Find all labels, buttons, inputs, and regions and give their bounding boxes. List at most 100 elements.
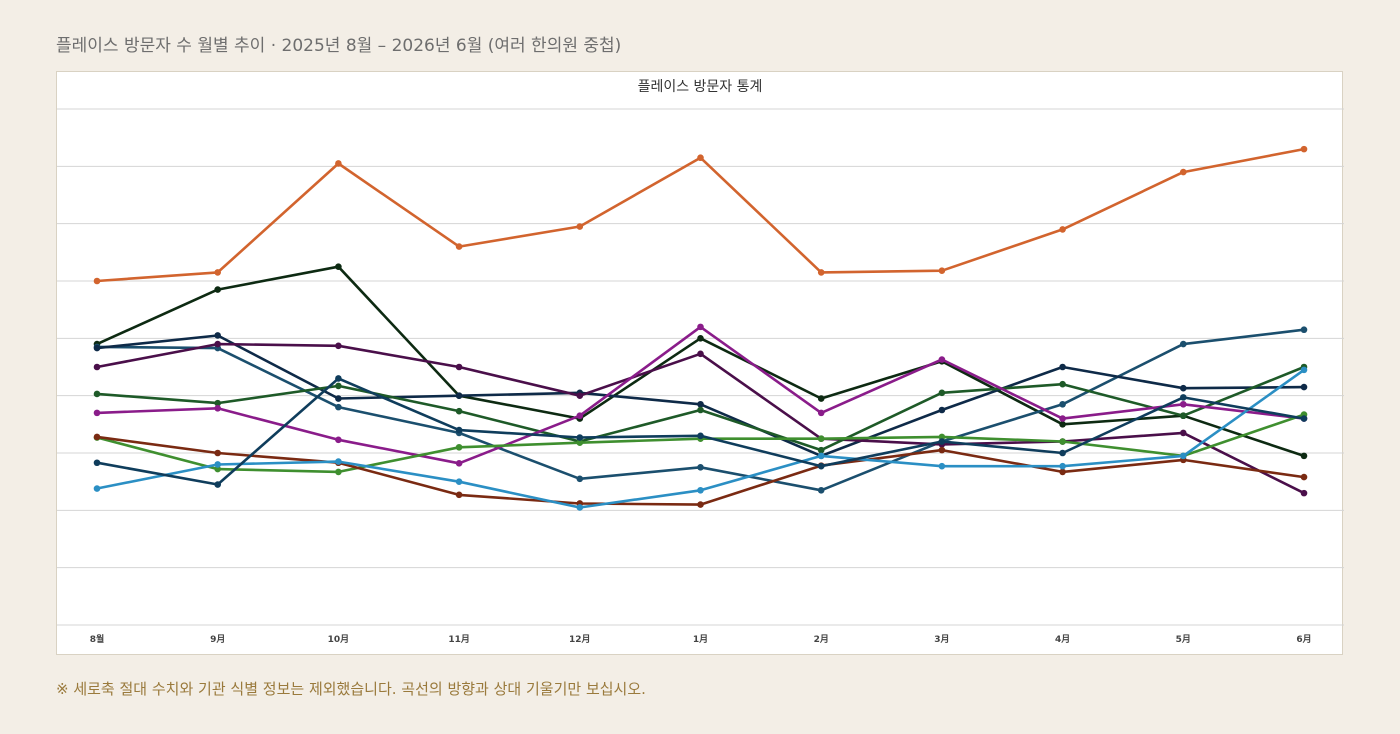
data-point — [938, 438, 946, 445]
data-point — [1059, 462, 1066, 470]
data-point — [335, 375, 342, 382]
data-point — [576, 434, 584, 441]
data-point — [1180, 394, 1187, 401]
data-point — [1180, 400, 1187, 408]
data-point — [817, 462, 825, 470]
data-point — [697, 154, 704, 162]
data-point — [335, 342, 342, 350]
data-point — [697, 486, 704, 494]
data-point — [817, 452, 825, 460]
series-line — [95, 147, 1306, 283]
data-point — [817, 409, 825, 417]
chart-panel: 플레이스 방문자 통계 8월 9月 10月 11月 12月 1月 2月 3月 4月 5月 6月 — [56, 71, 1344, 655]
series-10 — [93, 366, 1308, 511]
data-point — [455, 363, 463, 371]
data-point — [817, 395, 825, 402]
series-line — [95, 265, 1306, 458]
data-point — [455, 392, 463, 399]
data-point — [93, 277, 101, 285]
data-point — [93, 390, 101, 398]
data-point — [938, 406, 946, 414]
data-point — [576, 392, 584, 399]
data-point — [335, 395, 342, 402]
data-point — [1059, 226, 1066, 233]
data-point — [335, 458, 342, 465]
data-point — [1180, 168, 1187, 176]
data-point — [576, 439, 584, 446]
x-tick-label: 5月 — [1176, 634, 1191, 645]
data-point — [335, 382, 342, 390]
data-point — [455, 243, 463, 250]
data-point — [697, 400, 704, 408]
data-point — [1059, 380, 1066, 388]
data-point — [214, 399, 221, 407]
data-point — [214, 332, 221, 339]
data-point — [1300, 326, 1308, 334]
x-tick-label: 11月 — [448, 634, 470, 645]
data-point — [1059, 363, 1066, 371]
data-point — [455, 426, 463, 434]
chart-title: 플레이스 방문자 통계 — [638, 79, 763, 95]
data-point — [576, 475, 584, 483]
data-point — [93, 433, 101, 441]
data-point — [938, 446, 946, 454]
data-point — [1180, 340, 1187, 348]
series-9 — [93, 433, 1308, 508]
data-point — [697, 432, 704, 440]
data-point — [455, 443, 463, 451]
data-point — [214, 449, 221, 457]
data-point — [93, 344, 101, 352]
x-tick-label: 2月 — [814, 634, 829, 645]
data-point — [1059, 449, 1066, 457]
x-axis-ticks: 8월 9月 10月 11月 12月 1月 2月 3月 4月 5月 6月 — [90, 633, 1312, 645]
data-point — [335, 263, 342, 270]
data-point — [1180, 412, 1187, 420]
data-point — [1059, 421, 1066, 428]
data-point — [817, 435, 825, 442]
data-point — [455, 491, 463, 499]
data-point — [1059, 400, 1066, 408]
series-lines — [93, 145, 1308, 511]
data-point — [455, 460, 463, 467]
data-point — [335, 403, 342, 411]
data-point — [93, 409, 101, 417]
series-2 — [93, 263, 1308, 460]
data-point — [817, 486, 825, 494]
x-tick-label: 9月 — [210, 634, 225, 645]
data-point — [93, 485, 101, 492]
x-tick-label: 8월 — [90, 633, 105, 645]
footnote: ※ 세로축 절대 수치와 기관 식별 정보는 제외했습니다. 곡선의 방향과 상… — [56, 680, 646, 698]
x-tick-label: 3月 — [934, 634, 949, 645]
x-tick-label: 4月 — [1055, 634, 1070, 645]
data-point — [1180, 429, 1187, 437]
data-point — [335, 160, 342, 167]
data-point — [214, 465, 221, 473]
data-point — [214, 340, 221, 348]
data-point — [455, 478, 463, 485]
data-point — [214, 481, 221, 488]
data-point — [1180, 384, 1187, 392]
data-point — [938, 462, 946, 470]
data-point — [1300, 415, 1308, 422]
x-tick-label: 10月 — [328, 634, 350, 645]
data-point — [1300, 473, 1308, 481]
data-point — [1300, 452, 1308, 460]
data-point — [938, 356, 946, 363]
data-point — [214, 269, 221, 276]
data-point — [335, 468, 342, 476]
data-point — [335, 436, 342, 444]
data-point — [1059, 415, 1066, 422]
data-point — [1300, 383, 1308, 391]
data-point — [1300, 145, 1308, 153]
data-point — [576, 412, 584, 420]
data-point — [93, 459, 101, 467]
series-11 — [93, 375, 1308, 488]
data-point — [576, 223, 584, 230]
data-point — [214, 404, 221, 412]
data-point — [1300, 489, 1308, 497]
page-title: 플레이스 방문자 수 월별 추이 · 2025년 8월 – 2026년 6월 (… — [56, 36, 622, 56]
data-point — [455, 407, 463, 415]
data-point — [938, 433, 946, 441]
data-point — [1059, 438, 1066, 445]
data-point — [214, 286, 221, 293]
